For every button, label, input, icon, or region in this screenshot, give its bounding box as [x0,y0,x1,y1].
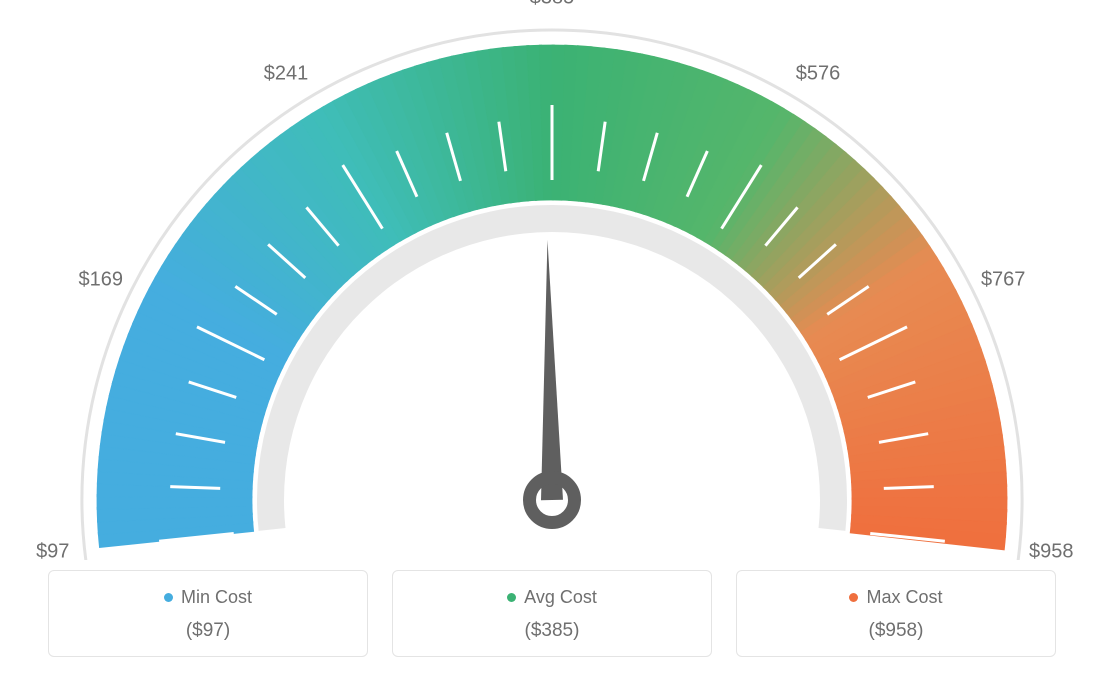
gauge-chart: $97$169$241$385$576$767$958 [0,0,1104,560]
legend-max: Max Cost ($958) [736,570,1056,657]
legend-min-title: Min Cost [164,587,252,608]
legend-max-value: ($958) [737,620,1055,642]
gauge-tick-label: $767 [981,268,1026,291]
gauge-tick-label: $169 [79,268,124,291]
gauge-tick-label: $576 [796,63,841,86]
legend-max-title: Max Cost [849,587,942,608]
gauge-svg [0,0,1104,560]
legend-avg-label: Avg Cost [524,587,597,608]
dot-icon [849,593,858,602]
legend-min: Min Cost ($97) [48,570,368,657]
dot-icon [507,593,516,602]
dot-icon [164,593,173,602]
gauge-tick-label: $958 [1029,541,1074,564]
legend-min-label: Min Cost [181,587,252,608]
legend-min-value: ($97) [49,620,367,642]
gauge-tick-label: $97 [36,541,69,564]
legend-max-label: Max Cost [866,587,942,608]
gauge-tick-label: $385 [530,0,575,10]
legend-row: Min Cost ($97) Avg Cost ($385) Max Cost … [0,570,1104,657]
legend-avg: Avg Cost ($385) [392,570,712,657]
legend-avg-value: ($385) [393,620,711,642]
gauge-tick-label: $241 [264,63,309,86]
legend-avg-title: Avg Cost [507,587,597,608]
